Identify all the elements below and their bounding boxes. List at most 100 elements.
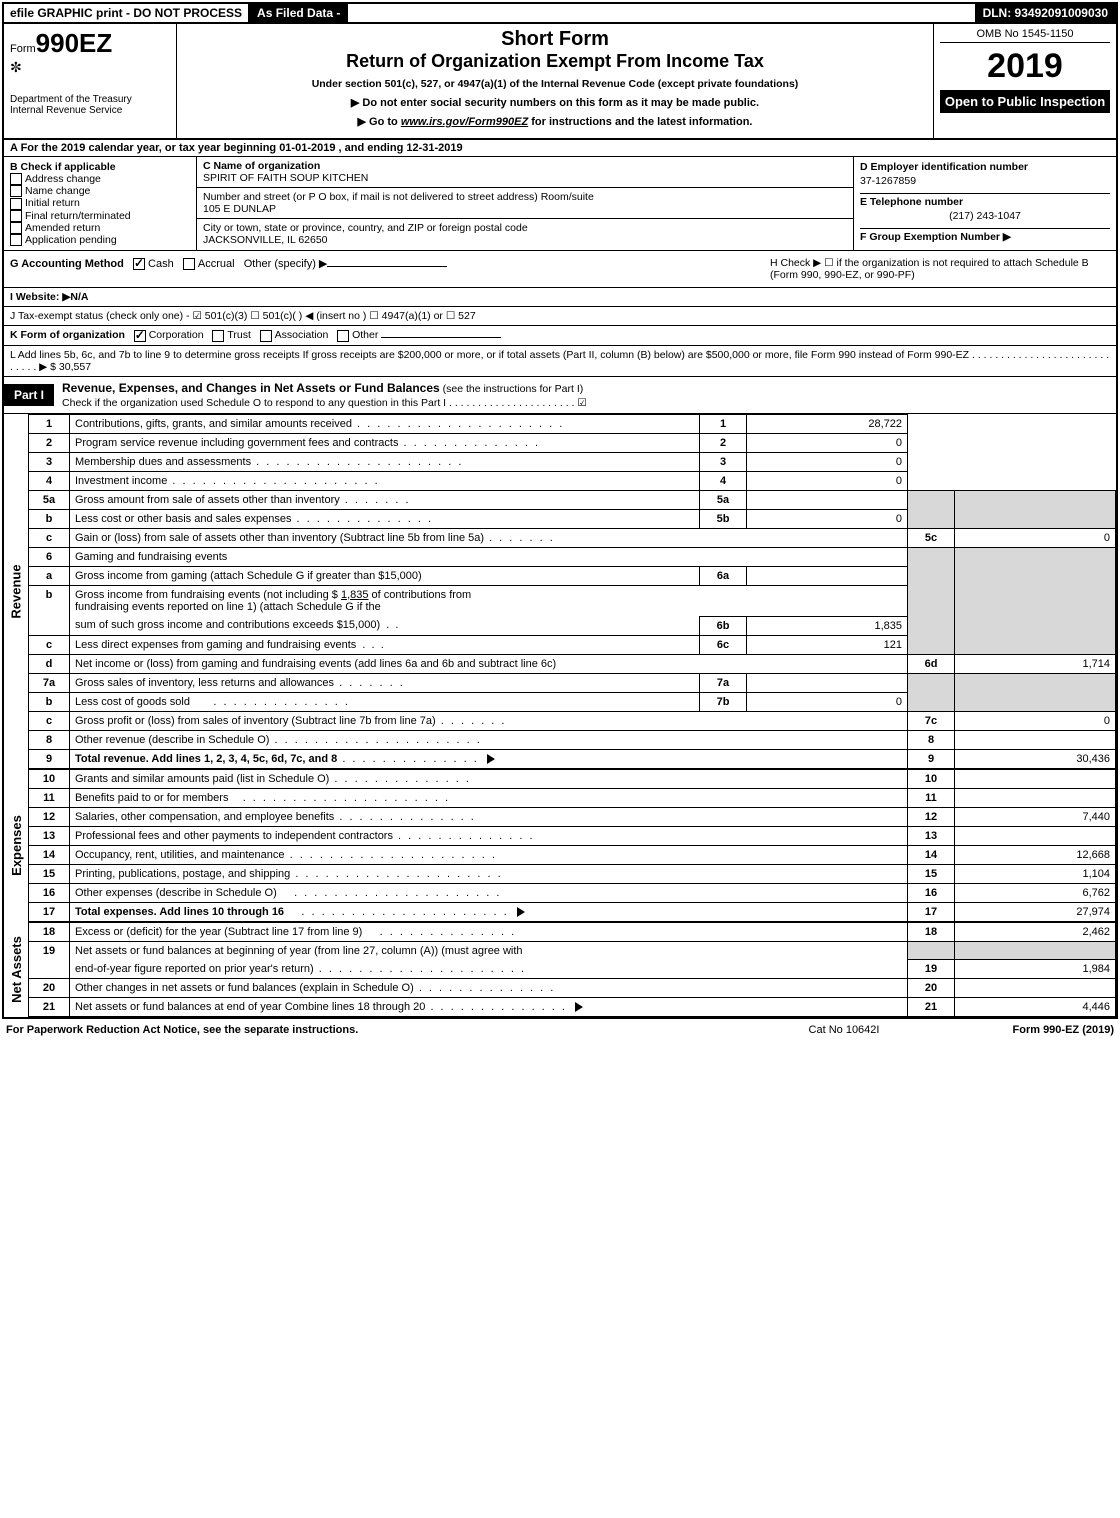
form-header: Form990EZ ✼ Department of the Treasury I… — [4, 24, 1116, 140]
city-label: City or town, state or province, country… — [203, 222, 847, 234]
line7a-value — [747, 673, 908, 692]
page-footer: For Paperwork Reduction Act Notice, see … — [0, 1021, 1120, 1039]
ck-initial-return[interactable] — [10, 198, 22, 210]
arrow-icon — [575, 1002, 583, 1012]
netassets-block: Net Assets 18Excess or (deficit) for the… — [4, 922, 1116, 1018]
ck-name-change[interactable] — [10, 185, 22, 197]
line4-value: 0 — [747, 471, 908, 490]
form-prefix: Form — [10, 43, 36, 55]
netassets-sidebar: Net Assets — [4, 922, 29, 1018]
row-a-taxyear: A For the 2019 calendar year, or tax yea… — [4, 140, 1116, 157]
other-org-input[interactable] — [381, 337, 501, 338]
line15-value: 1,104 — [955, 864, 1116, 883]
open-public-label: Open to Public Inspection — [940, 90, 1110, 113]
ck-association[interactable] — [260, 330, 272, 342]
c-label: C Name of organization — [203, 160, 847, 172]
col-c-org: C Name of organization SPIRIT OF FAITH S… — [197, 157, 853, 250]
ck-application-pending[interactable] — [10, 234, 22, 246]
top-bar: efile GRAPHIC print - DO NOT PROCESS As … — [4, 4, 1116, 24]
part-i-title: Revenue, Expenses, and Changes in Net As… — [54, 377, 1116, 413]
phone-value: (217) 243-1047 — [860, 208, 1110, 229]
line9-value: 30,436 — [955, 749, 1116, 768]
line18-value: 2,462 — [955, 922, 1116, 941]
footer-left: For Paperwork Reduction Act Notice, see … — [6, 1024, 744, 1036]
dept-label: Department of the Treasury — [10, 94, 170, 105]
section-b: B Check if applicable Address change Nam… — [4, 157, 1116, 251]
line14-value: 12,668 — [955, 845, 1116, 864]
org-name: SPIRIT OF FAITH SOUP KITCHEN — [203, 172, 847, 184]
row-k-formorg: K Form of organization Corporation Trust… — [4, 326, 1116, 345]
row-l-gross: L Add lines 5b, 6c, and 7b to line 9 to … — [4, 346, 1116, 377]
arrow-icon — [517, 907, 525, 917]
part-i-sub: Check if the organization used Schedule … — [62, 397, 587, 409]
title-block: Short Form Return of Organization Exempt… — [177, 24, 934, 138]
line2-value: 0 — [747, 433, 908, 452]
ck-amended-return[interactable] — [10, 222, 22, 234]
expenses-sidebar: Expenses — [4, 769, 29, 922]
form-id-block: Form990EZ ✼ Department of the Treasury I… — [4, 24, 177, 138]
e-label: E Telephone number — [860, 196, 1110, 208]
line7b-value: 0 — [747, 692, 908, 711]
line6a-value — [747, 566, 908, 585]
other-method-input[interactable] — [327, 266, 447, 267]
arrow-icon — [487, 754, 495, 764]
dln-label: DLN: 93492091009030 — [975, 4, 1116, 22]
part-i-header: Part I Revenue, Expenses, and Changes in… — [4, 377, 1116, 414]
ck-address-change[interactable] — [10, 173, 22, 185]
line13-value — [955, 826, 1116, 845]
part-i-badge: Part I — [4, 384, 54, 406]
ck-final-return[interactable] — [10, 210, 22, 222]
line12-value: 7,440 — [955, 807, 1116, 826]
omb-label: OMB No 1545-1150 — [940, 28, 1110, 43]
line16-value: 6,762 — [955, 883, 1116, 902]
line1-value: 28,722 — [747, 414, 908, 433]
revenue-block: Revenue 1Contributions, gifts, grants, a… — [4, 414, 1116, 769]
street-value: 105 E DUNLAP — [203, 203, 847, 215]
line6c-value: 121 — [747, 635, 908, 654]
col-b-checkboxes: B Check if applicable Address change Nam… — [4, 157, 197, 250]
instr-2: ▶ Go to www.irs.gov/Form990EZ for instru… — [183, 115, 927, 128]
f-label: F Group Exemption Number ▶ — [860, 231, 1110, 243]
short-form-label: Short Form — [183, 28, 927, 51]
line5c-value: 0 — [955, 528, 1116, 547]
expenses-block: Expenses 10Grants and similar amounts pa… — [4, 769, 1116, 922]
ck-cash[interactable] — [133, 258, 145, 270]
line5a-value — [747, 490, 908, 509]
h-sub: (Form 990, 990-EZ, or 990-PF) — [770, 269, 1110, 281]
row-j-taxexempt: J Tax-exempt status (check only one) - ☑… — [4, 307, 1116, 326]
line10-value — [955, 769, 1116, 788]
g-label: G Accounting Method — [10, 258, 124, 270]
row-g-h: G Accounting Method Cash Accrual Other (… — [4, 251, 1116, 288]
ck-trust[interactable] — [212, 330, 224, 342]
d-label: D Employer identification number — [860, 161, 1110, 173]
ck-other-org[interactable] — [337, 330, 349, 342]
subtitle: Under section 501(c), 527, or 4947(a)(1)… — [183, 78, 927, 90]
line20-value — [955, 979, 1116, 998]
footer-right: Form 990-EZ (2019) — [944, 1024, 1114, 1036]
revenue-sidebar: Revenue — [4, 414, 29, 769]
col-d-e-f: D Employer identification number 37-1267… — [853, 157, 1116, 250]
form-number: 990EZ — [36, 28, 113, 58]
instr-link[interactable]: www.irs.gov/Form990EZ — [401, 116, 528, 128]
row-i-website: I Website: ▶N/A — [4, 288, 1116, 307]
line5b-value: 0 — [747, 509, 908, 528]
ck-accrual[interactable] — [183, 258, 195, 270]
revenue-table: 1Contributions, gifts, grants, and simil… — [29, 414, 1116, 769]
line6d-value: 1,714 — [955, 654, 1116, 673]
line7c-value: 0 — [955, 711, 1116, 730]
line21-value: 4,446 — [955, 998, 1116, 1017]
line8-value — [955, 730, 1116, 749]
irs-label: Internal Revenue Service — [10, 105, 170, 116]
tax-year: 2019 — [940, 47, 1110, 86]
form-990ez-page: efile GRAPHIC print - DO NOT PROCESS As … — [2, 2, 1118, 1019]
city-value: JACKSONVILLE, IL 62650 — [203, 234, 847, 246]
stamp-icon: ✼ — [10, 59, 170, 76]
line11-value — [955, 788, 1116, 807]
as-filed-label: As Filed Data - — [249, 4, 349, 22]
line6b-value: 1,835 — [747, 616, 908, 635]
expenses-table: 10Grants and similar amounts paid (list … — [29, 769, 1116, 922]
ein-value: 37-1267859 — [860, 173, 1110, 194]
efile-label: efile GRAPHIC print - DO NOT PROCESS — [4, 4, 249, 22]
instr-1: ▶ Do not enter social security numbers o… — [183, 96, 927, 109]
ck-corporation[interactable] — [134, 330, 146, 342]
